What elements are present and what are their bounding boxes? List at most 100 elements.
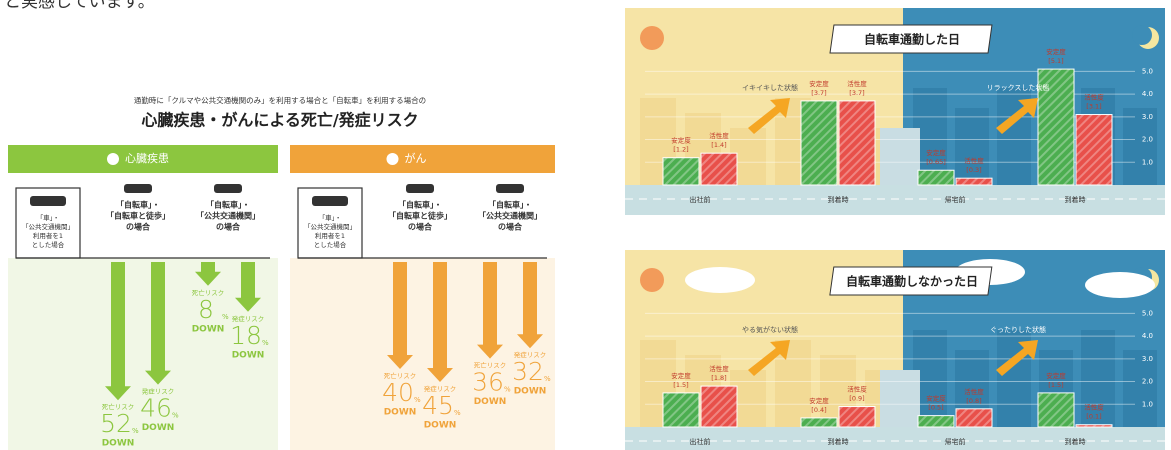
risk-unit: %: [414, 396, 421, 404]
group-label: 「公共交通機関」: [196, 211, 260, 221]
risk-unit: %: [504, 386, 511, 394]
baseline-text: とした場合: [314, 240, 347, 249]
x-tick-label: 到着時: [1065, 195, 1086, 204]
risk-arrow: [393, 262, 407, 356]
bar-value-label: [3.1]: [1086, 103, 1101, 111]
risk-unit: %: [262, 339, 269, 347]
bar: [918, 170, 954, 185]
risk-suffix: DOWN: [384, 408, 417, 418]
bar-value-label: [0.1]: [1086, 413, 1101, 421]
bar: [701, 153, 737, 185]
risk-value: 36: [472, 368, 504, 397]
group-icon: [496, 184, 524, 193]
bar-value-label: [5.1]: [1048, 57, 1063, 65]
y-tick-label: 3.0: [1142, 113, 1153, 121]
bar-series-label: 活性度: [1084, 93, 1104, 102]
bar-series-label: 安定度: [926, 394, 946, 403]
group-label: 「自転車と徒歩」: [106, 211, 170, 221]
bar-value-label: [1.4]: [711, 141, 726, 149]
vehicle-icon: [312, 196, 348, 206]
bar: [839, 101, 875, 185]
bar: [801, 418, 837, 427]
annotation: リラックスした状態: [987, 83, 1050, 92]
risk-arrow: [433, 262, 447, 369]
risk-suffix: DOWN: [514, 387, 547, 397]
bar-value-label: [1.5]: [1048, 381, 1063, 389]
bar-series-label: 安定度: [1046, 371, 1066, 380]
annotation: ぐったりした状態: [990, 325, 1046, 334]
group-label: 「自転車」・: [488, 200, 532, 210]
bar-series-label: 活性度: [847, 385, 867, 394]
risk-suffix: DOWN: [424, 421, 457, 431]
bar: [956, 178, 992, 185]
y-tick-label: 5.0: [1142, 67, 1153, 75]
bar-value-label: [3.7]: [811, 89, 826, 97]
bar: [663, 158, 699, 185]
risk-value: 52: [100, 409, 132, 438]
risk-value: 18: [230, 321, 262, 350]
risk-unit: %: [454, 409, 461, 417]
risk-arrow: [483, 262, 497, 346]
y-tick-label: 4.0: [1142, 90, 1153, 98]
header-icon: [387, 153, 399, 165]
risk-unit: %: [544, 375, 551, 383]
annotation: やる気がない状態: [742, 325, 798, 334]
bar-series-label: 活性度: [964, 387, 984, 396]
group-label: 「自転車」・: [206, 200, 250, 210]
sun: [640, 268, 664, 292]
y-tick-label: 1.0: [1142, 158, 1153, 166]
bar: [1038, 393, 1074, 427]
bar-value-label: [3.7]: [849, 89, 864, 97]
baseline-text: 「車」・: [37, 213, 60, 222]
page: と実感しています。 通勤時に「クルマや公共交通機関のみ」を利用する場合と「自転車…: [0, 0, 1171, 450]
baseline-text: 「公共交通機関」: [22, 222, 74, 231]
vehicle-icon: [30, 196, 66, 206]
panel-heading: がん: [405, 151, 427, 165]
risk-unit: %: [222, 313, 229, 321]
y-tick-label: 4.0: [1142, 332, 1153, 340]
x-tick-label: 帰宅前: [945, 195, 966, 204]
risk-value: 45: [422, 391, 454, 420]
risk-arrow: [201, 262, 215, 273]
x-tick-label: 到着時: [828, 195, 849, 204]
bar-series-label: 安定度: [809, 396, 829, 405]
risk-suffix: DOWN: [192, 324, 225, 334]
bar-series-label: 活性度: [709, 131, 729, 140]
baseline-text: 「車」・: [319, 213, 342, 222]
risk-suffix: DOWN: [142, 423, 175, 433]
bar-value-label: [1.8]: [711, 374, 726, 382]
bar: [839, 407, 875, 427]
bar-series-label: 活性度: [709, 364, 729, 373]
y-tick-label: 1.0: [1142, 400, 1153, 408]
group-label: 「公共交通機関」: [478, 211, 542, 221]
risk-arrow: [111, 262, 125, 387]
x-tick-label: 出社前: [690, 195, 711, 204]
group-label: 「自転車」・: [116, 200, 160, 210]
group-label: 「自転車と徒歩」: [388, 211, 452, 221]
bar-series-label: 安定度: [809, 79, 829, 88]
group-icon: [406, 184, 434, 193]
group-label: の場合: [216, 222, 241, 232]
x-tick-label: 到着時: [1065, 437, 1086, 446]
risk-arrow: [151, 262, 165, 372]
infographic-subtitle: 通勤時に「クルマや公共交通機関のみ」を利用する場合と「自転車」を利用する場合の: [134, 95, 426, 105]
risk-unit: %: [132, 427, 139, 435]
x-tick-label: 到着時: [828, 437, 849, 446]
bar-series-label: 安定度: [926, 148, 946, 157]
header-icon: [107, 153, 119, 165]
baseline-text: とした場合: [32, 240, 65, 249]
x-tick-label: 帰宅前: [945, 437, 966, 446]
bar-series-label: 安定度: [1046, 47, 1066, 56]
moon-shadow: [1132, 25, 1152, 45]
risk-suffix: DOWN: [102, 439, 135, 449]
chart-title: 自転車通勤しなかった日: [846, 274, 978, 289]
risk-arrow: [523, 262, 537, 335]
infographic-title: 心臓疾患・がんによる死亡/発症リスク: [141, 111, 418, 130]
office: [880, 370, 920, 430]
bar-series-label: 活性度: [964, 156, 984, 165]
group-label: 「自転車」・: [398, 200, 442, 210]
bar: [1076, 115, 1112, 185]
bar-value-label: [0.9]: [849, 395, 864, 403]
y-tick-label: 2.0: [1142, 136, 1153, 144]
annotation: イキイキした状態: [742, 83, 798, 92]
